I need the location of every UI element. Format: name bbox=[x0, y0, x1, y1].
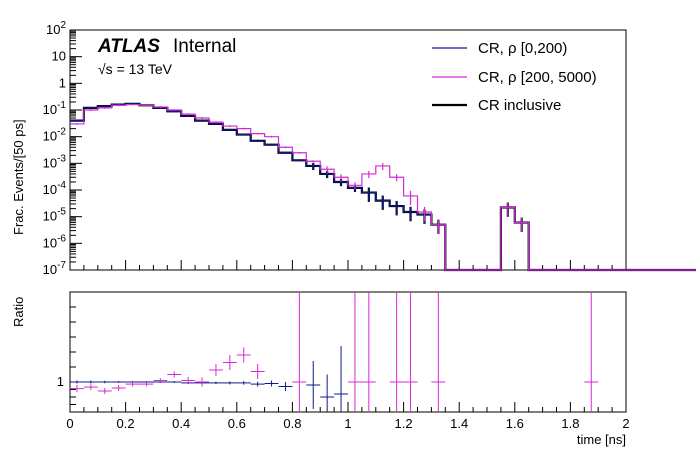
bottom-x-tick-label: 1.8 bbox=[561, 416, 579, 431]
bottom-series-group bbox=[70, 292, 599, 412]
bottom-xlabel: time [ns] bbox=[577, 432, 626, 447]
bottom-x-tick-label: 0.6 bbox=[228, 416, 246, 431]
bottom-y-tick-label: 1 bbox=[57, 374, 64, 389]
top-y-tick-label: 10-7 bbox=[43, 260, 67, 277]
top-y-tick-label: 10-3 bbox=[43, 153, 67, 170]
bottom-ylabel: Ratio bbox=[11, 297, 26, 327]
bottom-x-tick-label: 0.2 bbox=[117, 416, 135, 431]
bottom-x-tick-label: 2 bbox=[622, 416, 629, 431]
top-y-tick-exponent: -3 bbox=[57, 153, 66, 164]
top-axis-ticks: 10-7 10-6 10-5 10-4 10-3 10-2 10-1 1 10 102 bbox=[43, 20, 627, 277]
top-y-tick-label: 10-1 bbox=[43, 100, 67, 117]
bottom-x-tick-label: 1.6 bbox=[506, 416, 524, 431]
top-y-tick-label: 10 bbox=[52, 49, 66, 64]
top-y-tick-exponent: -4 bbox=[57, 180, 66, 191]
bottom-x-tick-label: 1.2 bbox=[395, 416, 413, 431]
legend-label-low: CR, ρ [0,200) bbox=[478, 40, 567, 57]
top-y-tick-exponent: -1 bbox=[57, 100, 66, 111]
bottom-x-tick-label: 0 bbox=[66, 416, 73, 431]
atlas-label: ATLAS bbox=[97, 36, 160, 57]
top-y-tick-exponent: 2 bbox=[60, 20, 66, 31]
hist-low bbox=[70, 103, 696, 271]
top-y-tick-exponent: -6 bbox=[57, 233, 66, 244]
bottom-axis-ticks: 1 0 0.2 0.4 0.6 0.8 1 1.2 1.4 1.6 1.8 2 bbox=[57, 306, 630, 431]
top-y-tick-label: 10-4 bbox=[43, 180, 67, 197]
bottom-x-tick-label: 1 bbox=[344, 416, 351, 431]
top-y-tick-exponent: -5 bbox=[57, 207, 66, 218]
top-y-tick-label: 10-6 bbox=[43, 233, 67, 250]
top-ylabel: Frac. Events/[50 ps] bbox=[11, 119, 26, 235]
hist-high bbox=[70, 103, 696, 271]
bottom-x-tick-label: 0.4 bbox=[172, 416, 190, 431]
top-y-tick-label: 1 bbox=[59, 75, 66, 90]
energy-label: √s = 13 TeV bbox=[98, 61, 173, 77]
top-y-tick-label: 10-5 bbox=[43, 207, 67, 224]
legend: CR, ρ [0,200) CR, ρ [200, 5000) CR inclu… bbox=[432, 40, 597, 114]
bottom-x-tick-label: 1.4 bbox=[450, 416, 468, 431]
atlas-status: Internal bbox=[173, 36, 236, 57]
hist-incl bbox=[70, 102, 696, 272]
top-y-tick-label: 10-2 bbox=[43, 127, 67, 144]
bottom-x-tick-label: 0.8 bbox=[283, 416, 301, 431]
top-y-tick-exponent: -2 bbox=[57, 127, 66, 138]
top-series-group bbox=[70, 102, 696, 272]
top-y-tick-label: 102 bbox=[46, 20, 66, 37]
legend-label-high: CR, ρ [200, 5000) bbox=[478, 69, 597, 86]
legend-label-incl: CR inclusive bbox=[478, 97, 561, 114]
top-y-tick-exponent: -7 bbox=[57, 260, 66, 271]
